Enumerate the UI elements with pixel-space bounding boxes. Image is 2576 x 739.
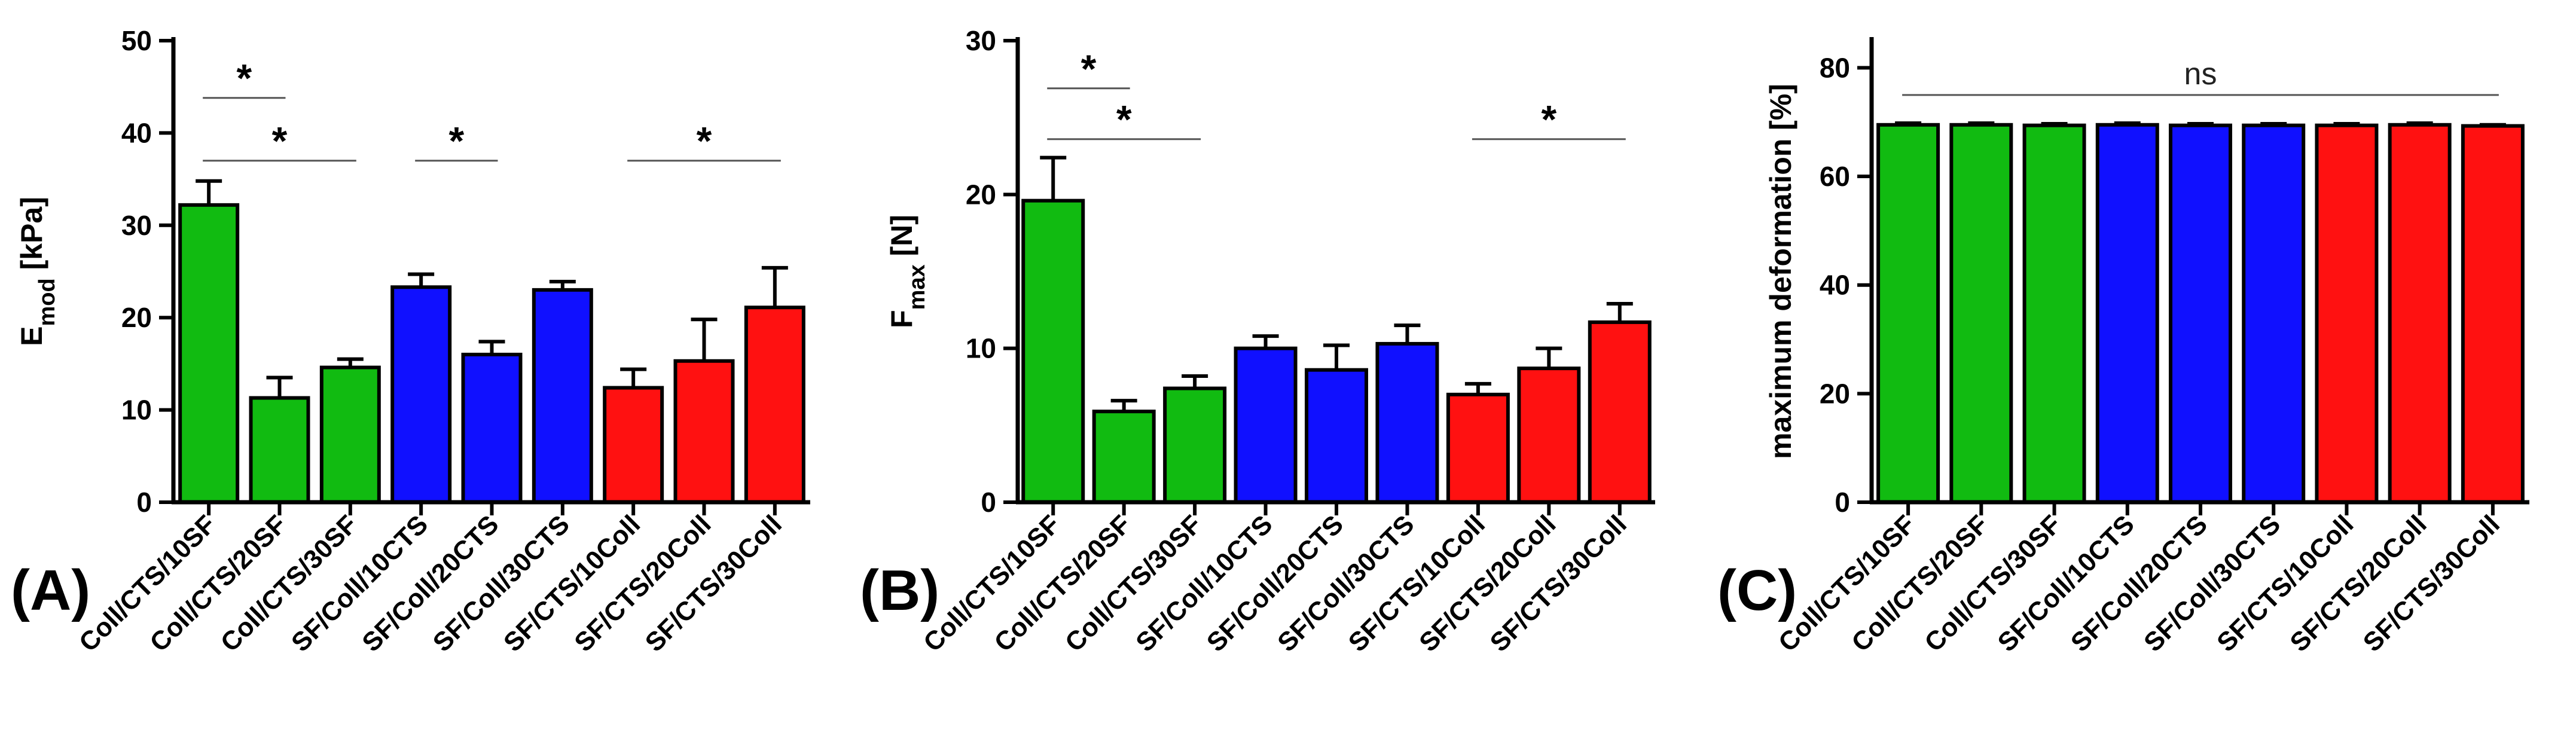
bar-7 xyxy=(2315,123,2379,505)
bar-1 xyxy=(1021,199,1085,504)
y-tick-label: 50 xyxy=(121,25,152,56)
bar-5 xyxy=(1305,368,1368,505)
bar-6 xyxy=(532,288,593,504)
y-axis-label-unit: [N] xyxy=(885,215,918,264)
y-tick-label: 40 xyxy=(1820,270,1850,301)
significance-label-2: * xyxy=(1116,97,1132,142)
bar-2 xyxy=(1949,123,2013,504)
bar-1 xyxy=(178,203,240,504)
y-tick-label: 10 xyxy=(121,395,152,426)
bar-6 xyxy=(1375,341,1439,504)
y-tick-label: 20 xyxy=(966,179,996,210)
y-tick-label: 30 xyxy=(121,210,152,241)
bar-4 xyxy=(1234,346,1298,505)
y-axis-label: Emod [kPa] xyxy=(15,197,60,346)
y-axis-label-unit: [kPa] xyxy=(15,197,48,278)
bar-5 xyxy=(461,352,523,505)
y-tick-label: 0 xyxy=(1835,487,1850,518)
y-axis-label-sub: max xyxy=(905,264,930,310)
panel-a: 01020304050Coll/CTS/10SFColl/CTS/20SFCol… xyxy=(11,25,810,658)
significance-label-1: * xyxy=(236,56,252,100)
panel-label: (C) xyxy=(1717,558,1797,622)
y-axis-label-main: F xyxy=(885,310,918,328)
y-tick-label: 0 xyxy=(136,487,152,518)
y-tick-label: 10 xyxy=(966,333,996,364)
panel-b: 0102030Coll/CTS/10SFColl/CTS/20SFColl/CT… xyxy=(860,25,1655,658)
bar-4 xyxy=(390,285,452,504)
panel-label: (A) xyxy=(11,558,90,622)
y-tick-label: 30 xyxy=(966,25,996,56)
bar-4 xyxy=(2095,123,2159,504)
y-tick-label: 0 xyxy=(981,487,996,518)
bar-5 xyxy=(2169,123,2232,505)
panel-c: 020406080Coll/CTS/10SFColl/CTS/20SFColl/… xyxy=(1717,37,2529,658)
y-axis-label-sub: mod xyxy=(35,278,60,326)
bar-8 xyxy=(2388,123,2452,504)
y-tick-label: 20 xyxy=(1820,378,1850,409)
bar-6 xyxy=(2242,123,2306,505)
y-tick-label: 40 xyxy=(121,117,152,148)
bar-9 xyxy=(2461,124,2525,504)
bar-7 xyxy=(603,386,664,504)
bar-3 xyxy=(2022,123,2086,505)
significance-label-3: * xyxy=(448,119,464,163)
y-tick-label: 80 xyxy=(1820,52,1850,83)
bar-8 xyxy=(1517,367,1581,504)
y-tick-label: 60 xyxy=(1820,161,1850,192)
significance-label-4: * xyxy=(697,119,712,163)
significance-label-2: * xyxy=(272,119,288,163)
y-axis-label: maximum deformation [%] xyxy=(1764,84,1797,459)
significance-label-1: * xyxy=(1081,47,1097,91)
bar-2 xyxy=(249,396,310,505)
significance-label-3: * xyxy=(1541,97,1556,142)
y-axis-label-main: maximum deformation [%] xyxy=(1764,84,1797,459)
bar-7 xyxy=(1446,392,1510,504)
bar-3 xyxy=(319,365,381,504)
x-tick-label: SF/CTS/30Coll xyxy=(2358,509,2505,657)
bar-1 xyxy=(1876,123,1940,504)
y-axis-label: Fmax [N] xyxy=(885,215,930,328)
bar-3 xyxy=(1163,386,1227,504)
bar-9 xyxy=(1588,320,1652,504)
significance-label-1: ns xyxy=(2184,57,2217,91)
y-tick-label: 20 xyxy=(121,302,152,333)
y-axis-label-main: E xyxy=(15,326,48,346)
bar-8 xyxy=(673,359,735,504)
bar-9 xyxy=(744,306,805,504)
bar-2 xyxy=(1092,410,1156,504)
panel-label: (B) xyxy=(860,558,939,622)
